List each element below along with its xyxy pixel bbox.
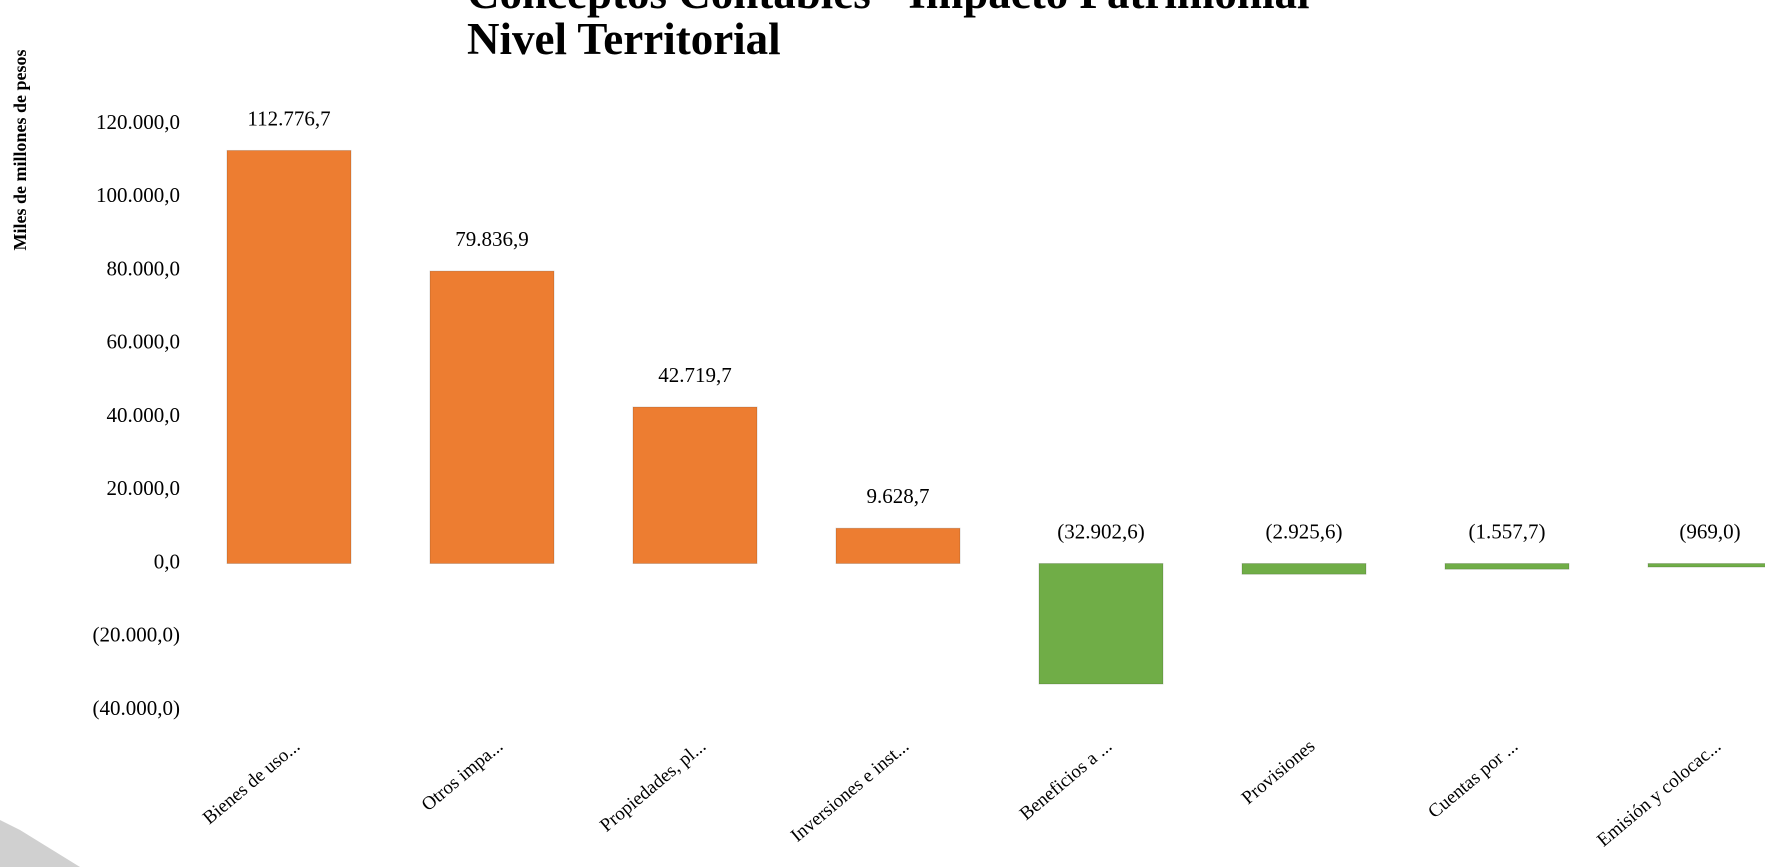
y-tick-label: (20.000,0)	[93, 623, 181, 647]
data-label: 79.836,9	[455, 227, 529, 251]
data-label: 112.776,7	[247, 106, 330, 130]
x-tick-label: Emisión y colocac...	[1593, 736, 1725, 851]
x-tick-label: Beneficios a ...	[1016, 736, 1116, 825]
x-tick-label: Otros impa...	[418, 736, 508, 816]
x-tick-label: Cuentas por ...	[1424, 736, 1522, 823]
bar	[1038, 563, 1164, 685]
x-tick-label: Propiedades, pl...	[596, 736, 710, 837]
x-tick-label: Provisiones	[1238, 736, 1319, 809]
data-label: (32.902,6)	[1057, 519, 1145, 543]
y-tick-label: 80.000,0	[107, 256, 181, 280]
data-label: 9.628,7	[867, 484, 930, 508]
x-tick-label: Inversiones e inst...	[787, 736, 913, 847]
y-tick-label: 0,0	[154, 549, 180, 573]
bar	[1647, 563, 1765, 568]
decoration	[0, 820, 80, 867]
bar	[429, 270, 555, 564]
bar	[632, 406, 758, 564]
y-tick-label: 60.000,0	[107, 330, 181, 354]
y-tick-label: 40.000,0	[107, 403, 181, 427]
x-tick-label: Bienes de uso...	[199, 736, 304, 829]
data-label: (1.557,7)	[1469, 519, 1546, 543]
y-axis-label: Miles de millones de pesos	[10, 50, 30, 251]
data-label: (969,0)	[1679, 519, 1740, 543]
y-tick-label: 120.000,0	[96, 110, 180, 134]
chart-title: Nivel Territorial	[467, 14, 781, 64]
y-tick-label: 100.000,0	[96, 183, 180, 207]
bar	[1241, 563, 1367, 575]
y-tick-label: (40.000,0)	[93, 696, 181, 720]
chart-title: Conceptos Contables - Impacto Patrimonia…	[467, 0, 1309, 18]
data-label: 42.719,7	[658, 363, 732, 387]
bar	[226, 149, 352, 565]
y-tick-label: 20.000,0	[107, 476, 181, 500]
bar	[1444, 563, 1570, 570]
data-label: (2.925,6)	[1266, 519, 1343, 543]
bar	[835, 527, 961, 564]
